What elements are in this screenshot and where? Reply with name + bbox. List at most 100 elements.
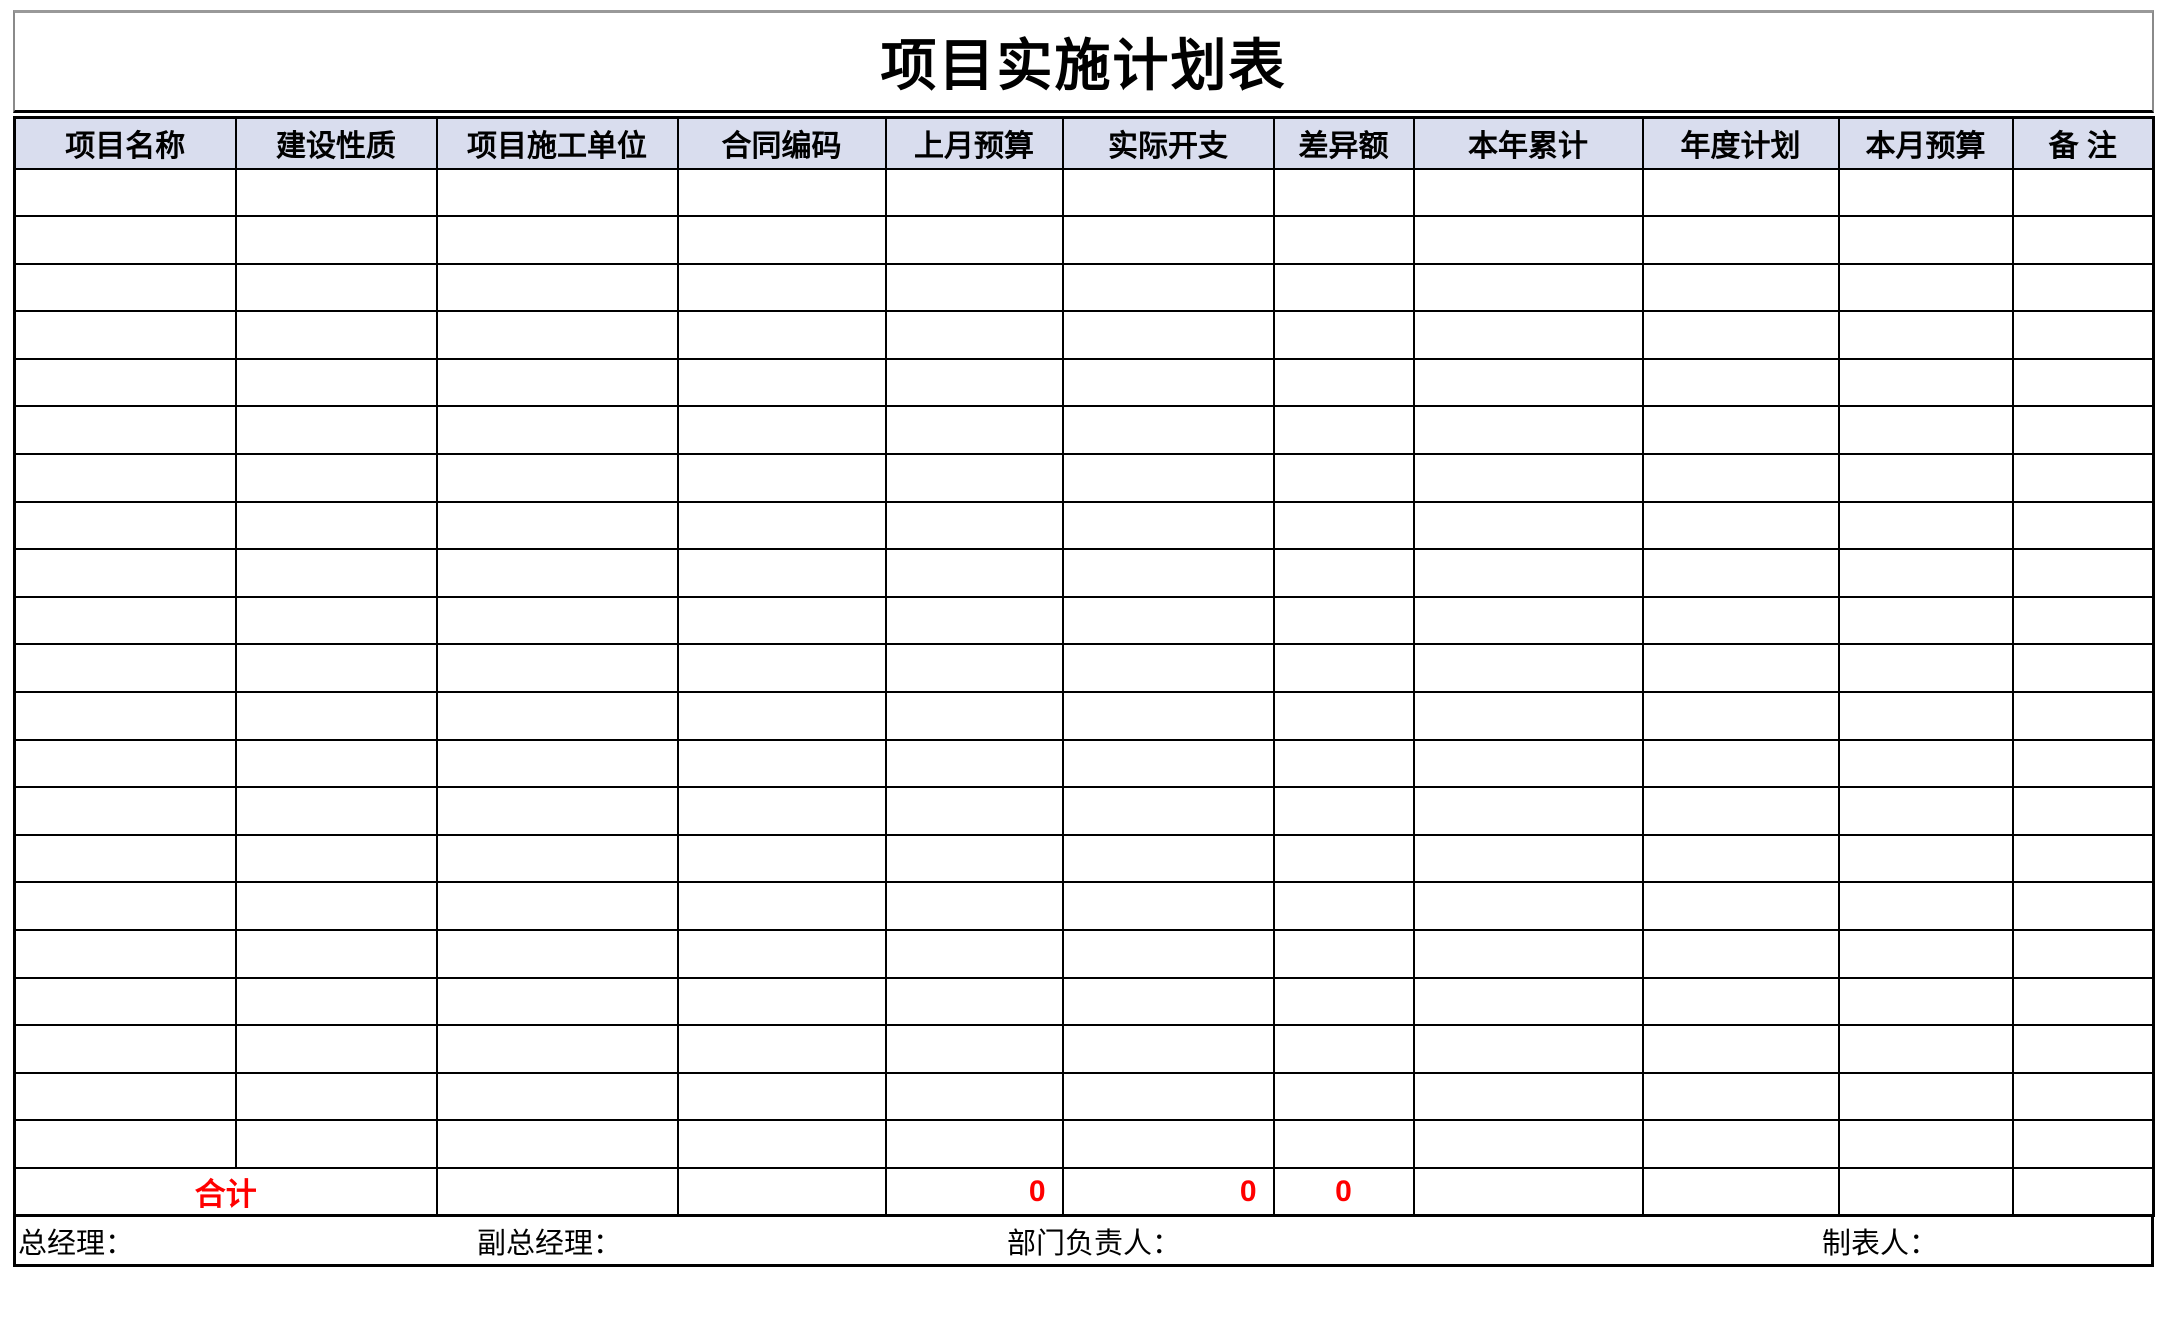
grid-cell-contract-code[interactable] [676, 453, 887, 503]
grid-cell-last-month-budget[interactable] [884, 786, 1064, 836]
grid-cell-actual-expense[interactable] [1061, 881, 1275, 931]
grid-cell-current-month-budget[interactable] [1837, 453, 2014, 503]
grid-cell-construction-unit[interactable] [435, 643, 679, 694]
total-cell-current-month-budget[interactable] [1837, 1166, 2014, 1217]
grid-cell-contract-code[interactable] [676, 1024, 887, 1074]
grid-cell-remarks[interactable] [2011, 833, 2155, 884]
grid-cell-current-month-budget[interactable] [1837, 595, 2014, 646]
grid-cell-contract-code[interactable] [676, 167, 887, 218]
grid-cell-construction-nature[interactable] [234, 453, 438, 503]
grid-cell-current-month-budget[interactable] [1837, 1024, 2014, 1074]
grid-cell-last-month-budget[interactable] [884, 405, 1064, 456]
grid-cell-construction-unit[interactable] [435, 262, 679, 313]
grid-cell-annual-plan[interactable] [1641, 881, 1840, 931]
grid-cell-annual-plan[interactable] [1641, 262, 1840, 313]
grid-cell-actual-expense[interactable] [1061, 595, 1275, 646]
grid-cell-actual-expense[interactable] [1061, 1119, 1275, 1169]
grid-cell-construction-unit[interactable] [435, 929, 679, 979]
grid-cell-contract-code[interactable] [676, 643, 887, 694]
grid-cell-remarks[interactable] [2011, 976, 2155, 1027]
grid-cell-annual-plan[interactable] [1641, 1071, 1840, 1122]
total-cell-remarks[interactable] [2011, 1166, 2155, 1217]
grid-cell-difference[interactable] [1272, 405, 1415, 456]
grid-cell-year-to-date[interactable] [1412, 643, 1644, 694]
grid-cell-construction-nature[interactable] [234, 738, 438, 789]
grid-cell-last-month-budget[interactable] [884, 595, 1064, 646]
grid-cell-annual-plan[interactable] [1641, 500, 1840, 551]
column-header-construction-unit[interactable]: 项目施工单位 [435, 116, 679, 170]
grid-cell-remarks[interactable] [2011, 691, 2155, 741]
column-header-difference[interactable]: 差异额 [1272, 116, 1415, 170]
grid-cell-remarks[interactable] [2011, 215, 2155, 265]
grid-cell-project-name[interactable] [13, 595, 237, 646]
grid-cell-year-to-date[interactable] [1412, 1119, 1644, 1169]
grid-cell-project-name[interactable] [13, 691, 237, 741]
grid-cell-construction-nature[interactable] [234, 548, 438, 598]
grid-cell-contract-code[interactable] [676, 310, 887, 360]
grid-cell-project-name[interactable] [13, 738, 237, 789]
grid-cell-year-to-date[interactable] [1412, 1024, 1644, 1074]
grid-cell-difference[interactable] [1272, 833, 1415, 884]
grid-cell-last-month-budget[interactable] [884, 167, 1064, 218]
grid-cell-construction-nature[interactable] [234, 1119, 438, 1169]
grid-cell-construction-unit[interactable] [435, 976, 679, 1027]
grid-cell-project-name[interactable] [13, 262, 237, 313]
grid-cell-remarks[interactable] [2011, 643, 2155, 694]
grid-cell-last-month-budget[interactable] [884, 833, 1064, 884]
grid-cell-difference[interactable] [1272, 691, 1415, 741]
grid-cell-last-month-budget[interactable] [884, 881, 1064, 931]
grid-cell-last-month-budget[interactable] [884, 1024, 1064, 1074]
grid-cell-annual-plan[interactable] [1641, 215, 1840, 265]
grid-cell-construction-nature[interactable] [234, 929, 438, 979]
grid-cell-year-to-date[interactable] [1412, 310, 1644, 360]
grid-cell-difference[interactable] [1272, 500, 1415, 551]
grid-cell-construction-unit[interactable] [435, 453, 679, 503]
total-row-label[interactable]: 合计 [13, 1166, 438, 1217]
grid-cell-difference[interactable] [1272, 357, 1415, 408]
grid-cell-project-name[interactable] [13, 453, 237, 503]
grid-cell-annual-plan[interactable] [1641, 595, 1840, 646]
grid-cell-construction-nature[interactable] [234, 691, 438, 741]
grid-cell-actual-expense[interactable] [1061, 548, 1275, 598]
grid-cell-construction-unit[interactable] [435, 1024, 679, 1074]
column-header-last-month-budget[interactable]: 上月预算 [884, 116, 1064, 170]
grid-cell-year-to-date[interactable] [1412, 833, 1644, 884]
grid-cell-actual-expense[interactable] [1061, 453, 1275, 503]
grid-cell-difference[interactable] [1272, 976, 1415, 1027]
grid-cell-year-to-date[interactable] [1412, 262, 1644, 313]
grid-cell-construction-nature[interactable] [234, 976, 438, 1027]
grid-cell-annual-plan[interactable] [1641, 1024, 1840, 1074]
grid-cell-project-name[interactable] [13, 215, 237, 265]
grid-cell-construction-nature[interactable] [234, 262, 438, 313]
grid-cell-difference[interactable] [1272, 215, 1415, 265]
grid-cell-difference[interactable] [1272, 1119, 1415, 1169]
grid-cell-difference[interactable] [1272, 643, 1415, 694]
column-header-remarks[interactable]: 备 注 [2011, 116, 2155, 170]
grid-cell-last-month-budget[interactable] [884, 215, 1064, 265]
grid-cell-annual-plan[interactable] [1641, 976, 1840, 1027]
grid-cell-annual-plan[interactable] [1641, 643, 1840, 694]
grid-cell-project-name[interactable] [13, 833, 237, 884]
grid-cell-actual-expense[interactable] [1061, 310, 1275, 360]
grid-cell-remarks[interactable] [2011, 453, 2155, 503]
grid-cell-actual-expense[interactable] [1061, 1024, 1275, 1074]
grid-cell-actual-expense[interactable] [1061, 833, 1275, 884]
grid-cell-annual-plan[interactable] [1641, 691, 1840, 741]
grid-cell-construction-nature[interactable] [234, 881, 438, 931]
grid-cell-difference[interactable] [1272, 548, 1415, 598]
grid-cell-contract-code[interactable] [676, 405, 887, 456]
grid-cell-annual-plan[interactable] [1641, 548, 1840, 598]
grid-cell-difference[interactable] [1272, 453, 1415, 503]
grid-cell-contract-code[interactable] [676, 976, 887, 1027]
grid-cell-annual-plan[interactable] [1641, 786, 1840, 836]
grid-cell-year-to-date[interactable] [1412, 405, 1644, 456]
column-header-annual-plan[interactable]: 年度计划 [1641, 116, 1840, 170]
grid-cell-contract-code[interactable] [676, 262, 887, 313]
grid-cell-current-month-budget[interactable] [1837, 929, 2014, 979]
grid-cell-construction-unit[interactable] [435, 881, 679, 931]
grid-cell-last-month-budget[interactable] [884, 691, 1064, 741]
grid-cell-construction-unit[interactable] [435, 1119, 679, 1169]
grid-cell-difference[interactable] [1272, 1024, 1415, 1074]
grid-cell-difference[interactable] [1272, 167, 1415, 218]
grid-cell-project-name[interactable] [13, 357, 237, 408]
